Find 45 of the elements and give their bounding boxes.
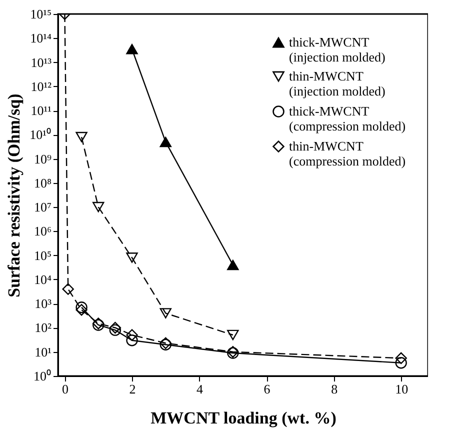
y-tick-label: 10¹⁴	[30, 30, 52, 46]
y-tick-label: 10⁹	[34, 151, 52, 166]
y-tick-label: 10²	[34, 320, 52, 336]
y-tick-label: 10¹⁵	[30, 6, 52, 22]
legend-label: thick-MWCNT (injection molded)	[289, 34, 386, 64]
point	[109, 324, 122, 336]
point	[76, 132, 88, 142]
point	[126, 252, 138, 263]
y-tick-label: 10⁸	[34, 175, 52, 190]
y-tick-label: 10³	[34, 296, 52, 312]
y-tick-label: 10⁶	[34, 224, 52, 239]
legend-label: thin-MWCNT (injection molded)	[289, 68, 386, 98]
y-tick-label: 10¹³	[30, 54, 52, 70]
y-tick-label: 10⁴	[34, 272, 52, 287]
point	[126, 334, 138, 346]
point	[126, 329, 138, 341]
y-tick-label: 10¹⁰	[30, 127, 52, 142]
legend-label: thick-MWCNT (compression molded)	[289, 104, 406, 134]
x-tick-label: 2	[129, 382, 136, 396]
point	[227, 330, 239, 340]
point	[62, 283, 74, 295]
y-tick-label: 10¹	[34, 344, 52, 360]
x-tick-label: 8	[331, 382, 338, 396]
x-axis-title: MWCNT loading (wt. %)	[150, 408, 336, 428]
point	[227, 260, 239, 270]
y-tick-label: 10¹²	[30, 78, 52, 94]
y-tick-label: 10⁵	[34, 248, 52, 263]
x-tick-label: 0	[62, 382, 68, 396]
point	[109, 322, 122, 334]
x-tick-label: 4	[196, 382, 204, 396]
point	[395, 357, 407, 369]
x-tick-label: 10	[395, 382, 408, 396]
point	[160, 308, 172, 318]
y-tick-label: 10⁷	[34, 200, 52, 215]
x-tick-label: 6	[264, 382, 271, 396]
legend-label: thin-MWCNT (compression molded)	[289, 138, 406, 168]
point	[160, 136, 172, 148]
point	[395, 352, 407, 364]
point	[76, 304, 88, 316]
y-axis-title: Surface resistivity (Ohm/sq)	[4, 94, 24, 298]
y-tick-label: 10¹¹	[30, 103, 52, 118]
y-tick-label: 10⁰	[34, 368, 52, 384]
point	[92, 202, 104, 212]
point	[126, 44, 138, 54]
point	[76, 302, 88, 314]
